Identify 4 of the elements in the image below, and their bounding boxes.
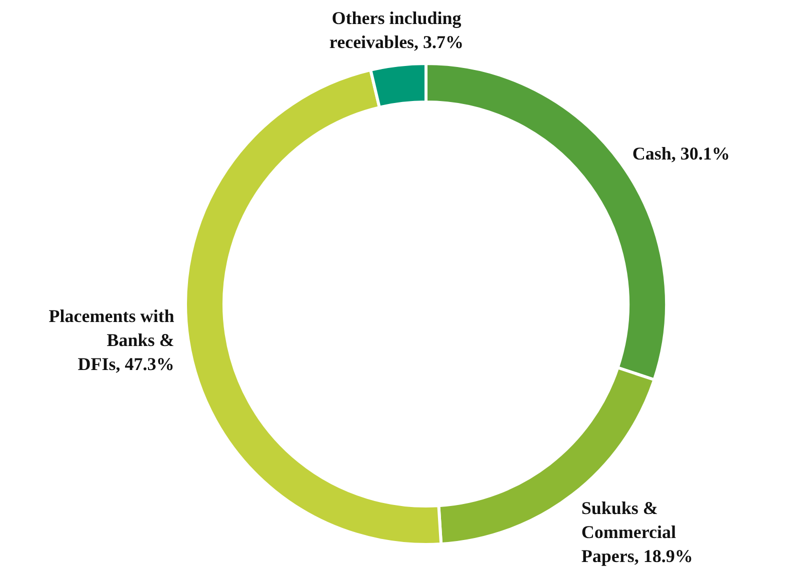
slice-label: Cash, 30.1% (632, 144, 730, 164)
slice-label: Sukuks & Commercial Papers, 18.9% (581, 498, 693, 566)
slice-label: Others including receivables, 3.7% (329, 8, 464, 52)
slice-label: Placements with Banks & DFIs, 47.3% (48, 306, 174, 374)
